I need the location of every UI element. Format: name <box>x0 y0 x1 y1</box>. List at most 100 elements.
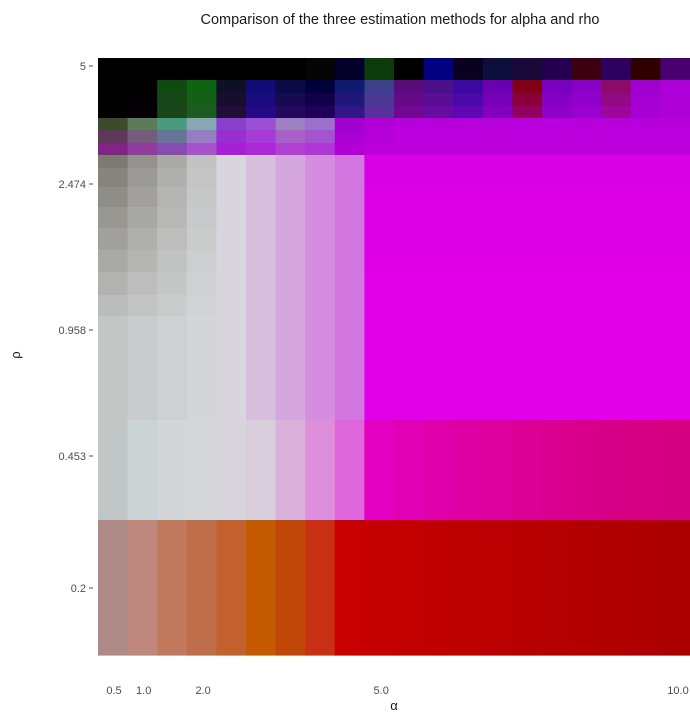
heatmap-cell <box>127 168 158 188</box>
heatmap-cell <box>660 143 690 156</box>
heatmap-cell <box>542 80 573 94</box>
heatmap-cell <box>630 58 661 71</box>
heatmap-cell <box>571 228 602 251</box>
heatmap-cell <box>246 70 277 81</box>
heatmap-cell <box>630 187 661 208</box>
heatmap-cell <box>660 207 690 229</box>
heatmap-cell <box>246 250 277 273</box>
heatmap-cell <box>571 118 602 131</box>
heatmap-cell <box>482 358 513 421</box>
heatmap-cell <box>246 93 277 107</box>
heatmap-cell <box>571 58 602 71</box>
x-axis: 0.5 1.0 2.0 5.0 10.0 <box>106 685 688 697</box>
heatmap-cell <box>334 420 365 521</box>
heatmap-cell <box>98 93 129 107</box>
heatmap-cell <box>334 337 365 359</box>
heatmap-cell <box>305 143 336 156</box>
heatmap-cell <box>482 106 513 119</box>
heatmap-cell <box>571 250 602 273</box>
heatmap-cell <box>275 106 306 119</box>
heatmap-cell <box>453 58 484 71</box>
heatmap-cell <box>482 337 513 359</box>
heatmap-cell <box>186 143 217 156</box>
heatmap-cell <box>364 520 395 656</box>
heatmap-cell <box>186 207 217 229</box>
heatmap-cell <box>98 420 129 521</box>
heatmap-cell <box>246 228 277 251</box>
heatmap-cell <box>334 80 365 94</box>
heatmap-cell <box>216 130 247 144</box>
heatmap-cell <box>246 130 277 144</box>
heatmap-cell <box>482 316 513 338</box>
heatmap-cell <box>571 70 602 81</box>
heatmap-cell <box>305 272 336 296</box>
heatmap-cell <box>453 337 484 359</box>
heatmap-cell <box>453 207 484 229</box>
heatmap-cell <box>571 130 602 144</box>
heatmap-cell <box>601 70 632 81</box>
heatmap-cell <box>660 337 690 359</box>
heatmap-cell <box>305 80 336 94</box>
heatmap-cell <box>630 207 661 229</box>
heatmap-cell <box>423 106 454 119</box>
heatmap-cell <box>364 337 395 359</box>
heatmap-cell <box>127 337 158 359</box>
heatmap-cell <box>246 168 277 188</box>
heatmap-cell <box>571 316 602 338</box>
heatmap-cell <box>542 143 573 156</box>
heatmap-cell <box>394 106 425 119</box>
heatmap-cell <box>571 207 602 229</box>
heatmap-cell <box>512 70 543 81</box>
heatmap-cell <box>453 168 484 188</box>
heatmap-cell <box>630 93 661 107</box>
heatmap-cell <box>216 143 247 156</box>
heatmap-cell <box>186 70 217 81</box>
heatmap-cell <box>364 207 395 229</box>
heatmap-cell <box>512 207 543 229</box>
heatmap-cell <box>453 250 484 273</box>
heatmap-cell <box>512 118 543 131</box>
heatmap-cell <box>453 118 484 131</box>
heatmap-cell <box>186 93 217 107</box>
chart-title: Comparison of the three estimation metho… <box>201 12 600 28</box>
heatmap-cell <box>482 93 513 107</box>
heatmap-cell <box>364 143 395 156</box>
heatmap-cell <box>601 228 632 251</box>
heatmap-cell <box>305 337 336 359</box>
y-axis: 5 2.474 0.958 0.453 0.2 <box>58 61 93 595</box>
heatmap-cell <box>275 337 306 359</box>
heatmap-cell <box>127 316 158 338</box>
heatmap-cell <box>571 93 602 107</box>
heatmap-cell <box>334 143 365 156</box>
heatmap-cell <box>542 358 573 421</box>
heatmap-cell <box>512 250 543 273</box>
heatmap-cell <box>394 228 425 251</box>
heatmap-cell <box>98 187 129 208</box>
heatmap-cell <box>542 228 573 251</box>
heatmap-cell <box>601 118 632 131</box>
heatmap-cell <box>542 337 573 359</box>
heatmap-cell <box>157 80 188 94</box>
heatmap-cell <box>660 316 690 338</box>
heatmap-cell <box>127 228 158 251</box>
heatmap-cell <box>216 80 247 94</box>
heatmap-cell <box>571 106 602 119</box>
heatmap-cell <box>216 520 247 656</box>
heatmap-cell <box>630 358 661 421</box>
x-tick-label: 1.0 <box>136 685 151 697</box>
heatmap-cell <box>216 155 247 169</box>
heatmap-cell <box>157 93 188 107</box>
heatmap-cell <box>601 520 632 656</box>
heatmap-cell <box>157 70 188 81</box>
heatmap-cell <box>660 70 690 81</box>
heatmap-cell <box>394 187 425 208</box>
heatmap-cell <box>571 80 602 94</box>
heatmap-cell <box>186 118 217 131</box>
heatmap-cell <box>275 520 306 656</box>
heatmap-cell <box>482 520 513 656</box>
heatmap-cell <box>601 168 632 188</box>
heatmap-cell <box>186 187 217 208</box>
heatmap-cell <box>98 295 129 317</box>
heatmap-cell <box>394 143 425 156</box>
heatmap-cell <box>186 80 217 94</box>
